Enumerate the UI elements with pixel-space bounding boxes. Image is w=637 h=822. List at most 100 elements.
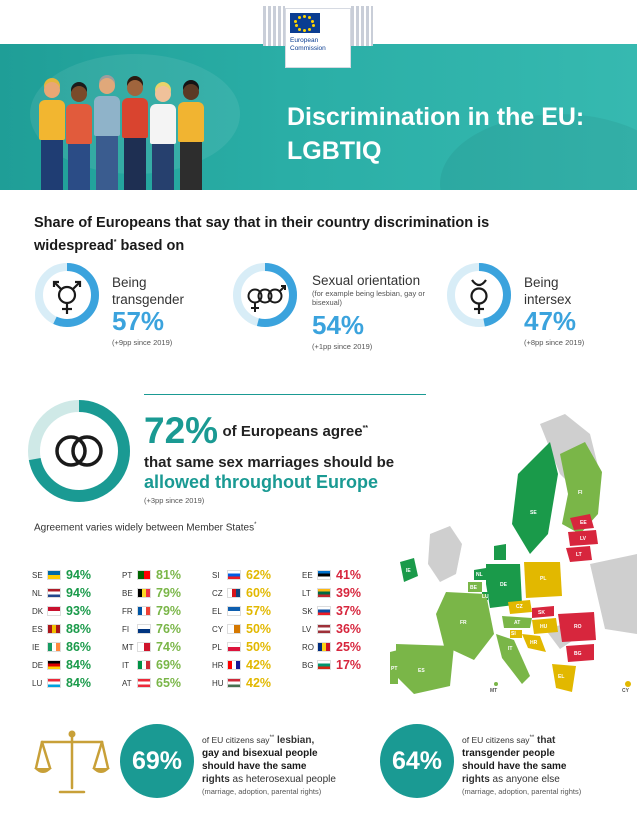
map-country-si: [510, 630, 522, 638]
flag-at-icon: [137, 678, 151, 688]
map-label-cz: CZ: [516, 604, 523, 610]
map-country-be: [468, 582, 482, 592]
country-row-de: DE 84%: [32, 656, 91, 674]
map-label-nl: NL: [476, 572, 483, 578]
map-country-ie: [400, 558, 418, 582]
europe-map: FI SE EE LV LT IE NL DE PL BE LU CZ SK AT FR SI HU HR RO IT…: [390, 414, 637, 694]
map-country-ee: [570, 514, 594, 530]
country-code: FI: [122, 624, 130, 634]
map-label-sk: SK: [538, 610, 545, 616]
flag-se-icon: [47, 570, 61, 580]
logo-panel: European Commission: [285, 8, 351, 68]
stat-percent: 57%: [112, 306, 165, 336]
country-row-mt: MT 74%: [122, 638, 181, 656]
country-code: IT: [122, 660, 130, 670]
country-value: 86%: [66, 640, 92, 654]
stat-ring: [35, 263, 99, 327]
logo-building-icon: [263, 6, 285, 46]
country-row-pt: PT 81%: [122, 566, 181, 584]
map-country-at: [502, 616, 532, 628]
marriage-text-1: of Europeans agree**: [222, 422, 369, 440]
stat-note: (+9pp since 2019): [112, 338, 173, 347]
map-country-hu: [532, 618, 558, 634]
country-code: PL: [212, 642, 222, 652]
map-label-ro: RO: [574, 624, 582, 630]
map-label-el: EL: [558, 674, 564, 680]
map-country-es: [396, 644, 454, 694]
stat-ring: [233, 263, 297, 327]
country-code: AT: [122, 678, 132, 688]
map-country-pl: [524, 562, 562, 598]
country-row-pl: PL 50%: [212, 638, 271, 656]
country-row-el: EL 57%: [212, 602, 271, 620]
flag-pt-icon: [137, 570, 151, 580]
map-label-ie: IE: [406, 568, 411, 574]
flag-el-icon: [227, 606, 241, 616]
country-code: ES: [32, 624, 43, 634]
sexual-orientation-symbols-icon: [247, 285, 286, 312]
marriage-text-2: that same sex marriages should be: [144, 454, 395, 471]
stat-transgender: Being transgender 57% (+9pp since 2019): [34, 262, 214, 362]
logo-building-icon: [351, 6, 373, 46]
stat-note: (+8pp since 2019): [524, 338, 585, 347]
map-label-pt: PT: [391, 666, 397, 672]
country-code: EE: [302, 570, 313, 580]
stat-label: Being intersex: [524, 275, 572, 307]
header-banner: Discrimination in the EU: LGBTIQ: [0, 44, 637, 190]
country-code: MT: [122, 642, 134, 652]
country-column-2: PT 81% BE 79% FR 79% FI 76% MT 74% IT 69% AT 65%: [122, 566, 181, 692]
country-value: 81%: [156, 568, 182, 582]
country-code: LV: [302, 624, 312, 634]
country-row-dk: DK 93%: [32, 602, 91, 620]
country-code: NL: [32, 588, 43, 598]
country-row-hu: HU 42%: [212, 674, 271, 692]
transgender-rights-percent: 64%: [380, 724, 454, 798]
map-label-it: IT: [508, 646, 512, 652]
country-code: CZ: [212, 588, 223, 598]
map-label-se: SE: [530, 510, 537, 516]
country-row-be: BE 79%: [122, 584, 181, 602]
flag-hu-icon: [227, 678, 241, 688]
country-value: 17%: [336, 658, 362, 672]
map-label-de: DE: [500, 582, 508, 588]
country-row-cz: CZ 60%: [212, 584, 271, 602]
eu-flag-icon: [290, 13, 320, 33]
country-value: 41%: [336, 568, 362, 582]
flag-de-icon: [47, 660, 61, 670]
stat-sublabel: (for example being lesbian, gay or bisex…: [312, 289, 425, 307]
country-value: 69%: [156, 658, 182, 672]
map-country-fi: [560, 442, 602, 534]
map-label-hr: HR: [530, 640, 538, 646]
country-value: 37%: [336, 604, 362, 618]
flag-sk-icon: [317, 606, 331, 616]
country-row-lt: LT 39%: [302, 584, 361, 602]
logo-text: European Commission: [290, 37, 326, 52]
map-country-cz: [508, 600, 532, 614]
country-row-at: AT 65%: [122, 674, 181, 692]
map-label-lt: LT: [576, 552, 582, 558]
country-code: FR: [122, 606, 133, 616]
transgender-symbol-icon: [52, 280, 82, 314]
country-code: SE: [32, 570, 43, 580]
country-value: 94%: [66, 586, 92, 600]
stat-note: (+1pp since 2019): [312, 342, 373, 351]
map-label-es: ES: [418, 668, 425, 674]
country-code: LT: [302, 588, 311, 598]
country-value: 76%: [156, 622, 182, 636]
map-label-hu: HU: [540, 624, 548, 630]
country-value: 79%: [156, 586, 182, 600]
marriage-ring: [28, 400, 130, 502]
stat-sexual-orientation: Sexual orientation (for example being le…: [232, 262, 432, 362]
map-country-lt: [566, 546, 592, 562]
page-title: Discrimination in the EU: LGBTIQ: [287, 100, 627, 168]
country-value: 84%: [66, 658, 92, 672]
map-label-bg: BG: [574, 651, 582, 657]
country-code: DK: [32, 606, 44, 616]
country-value: 62%: [246, 568, 272, 582]
country-column-1: SE 94% NL 94% DK 93% ES 88% IE 86% DE 84% LU 84%: [32, 566, 91, 692]
flag-cz-icon: [227, 588, 241, 598]
country-code: IE: [32, 642, 40, 652]
stat-label: Being transgender: [112, 275, 185, 307]
discrimination-heading: Share of Europeans that say that in thei…: [34, 215, 490, 254]
flag-lv-icon: [317, 624, 331, 634]
